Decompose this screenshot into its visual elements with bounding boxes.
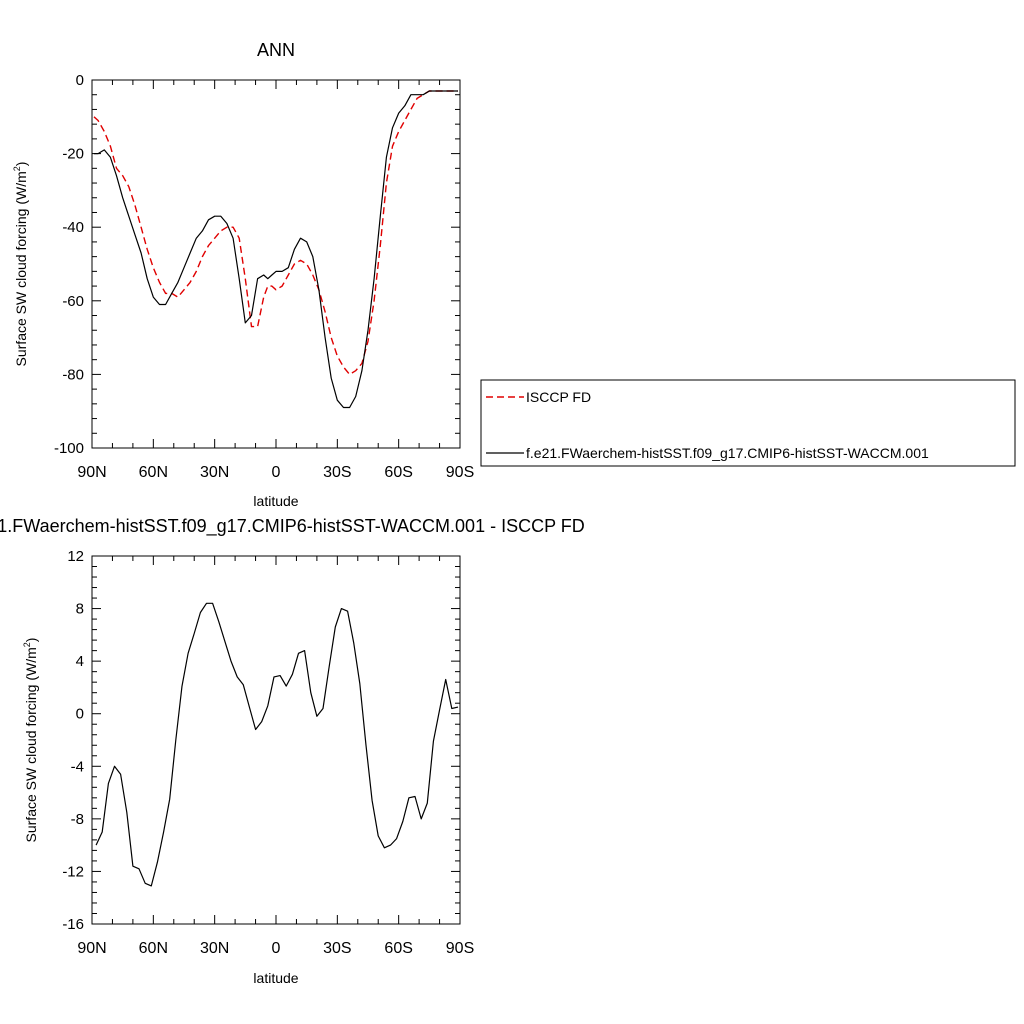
bottom-plot-frame [91, 555, 461, 925]
bottom-series-line-0 [95, 602, 459, 887]
top-y-tick-label: -60 [62, 293, 84, 310]
bottom-y-tick-label: 0 [76, 706, 84, 723]
bottom-panel: f.e21.FWaerchem-histSST.f09_g17.CMIP6-hi… [0, 516, 585, 986]
bottom-y-tick-label: -4 [71, 758, 84, 775]
bottom-x-tick-label: 90N [77, 940, 106, 957]
top-x-tick-label: 60S [384, 464, 412, 481]
top-x-tick-label: 90N [77, 464, 106, 481]
bottom-y-tick-label: -16 [62, 916, 84, 933]
top-series-line-1 [94, 90, 458, 409]
bottom-y-axis-label: Surface SW cloud forcing (W/m2) [22, 638, 39, 843]
bottom-x-tick-label: 90S [446, 940, 474, 957]
bottom-y-tick-label: -8 [71, 811, 84, 828]
top-y-tick-label: -100 [54, 440, 84, 457]
top-series [93, 90, 458, 409]
top-ticks: 90N 60N 30N 0 30S 60S 90S 0 -20 -40 -60 -80 -100 [54, 72, 474, 481]
top-y-tick-label: -20 [62, 146, 84, 163]
bottom-x-tick-label: 30S [323, 940, 351, 957]
bottom-series [95, 602, 459, 887]
bottom-x-tick-label: 60N [139, 940, 168, 957]
top-x-tick-label: 0 [272, 464, 281, 481]
top-y-axis-label-tail: ) [13, 162, 29, 167]
bottom-x-tick-label: 60S [384, 940, 412, 957]
top-x-tick-label: 60N [139, 464, 168, 481]
top-x-axis-label: latitude [253, 493, 298, 509]
bottom-x-tick-label: 0 [272, 940, 281, 957]
bottom-y-tick-label: -12 [62, 863, 84, 880]
top-x-tick-label: 90S [446, 464, 474, 481]
top-y-axis-label: Surface SW cloud forcing (W/m2) [12, 162, 29, 367]
legend: ISCCP FD f.e21.FWaerchem-histSST.f09_g17… [480, 379, 1016, 467]
bottom-title: f.e21.FWaerchem-histSST.f09_g17.CMIP6-hi… [0, 516, 585, 537]
top-x-tick-label: 30S [323, 464, 351, 481]
bottom-y-axis-label-tail: ) [23, 638, 39, 643]
bottom-y-axis-label-sup: 2 [22, 642, 32, 647]
legend-label-isccp: ISCCP FD [526, 389, 591, 405]
top-y-tick-label: 0 [76, 72, 84, 89]
top-x-tick-label: 30N [200, 464, 229, 481]
legend-box [480, 379, 1016, 467]
bottom-ticks: 90N 60N 30N 0 30S 60S 90S 12 8 4 0 -4 -8 -12 -16 [62, 548, 474, 957]
bottom-y-tick-label: 8 [76, 601, 84, 618]
top-series-line-0 [93, 90, 458, 376]
top-title: ANN [257, 40, 295, 60]
top-y-tick-label: -40 [62, 219, 84, 236]
legend-label-model: f.e21.FWaerchem-histSST.f09_g17.CMIP6-hi… [526, 445, 929, 461]
top-plot-frame [91, 79, 461, 449]
bottom-x-tick-label: 30N [200, 940, 229, 957]
bottom-x-axis-label: latitude [253, 970, 298, 986]
bottom-y-tick-label: 4 [76, 653, 84, 670]
top-y-axis-label-sup: 2 [12, 166, 22, 171]
top-panel: ANN 90N 60N 30N 0 30S 60S 90S 0 -20 -40 -60 -80 -100… [12, 40, 1016, 509]
top-y-tick-label: -80 [62, 366, 84, 383]
bottom-y-tick-label: 12 [67, 548, 84, 565]
